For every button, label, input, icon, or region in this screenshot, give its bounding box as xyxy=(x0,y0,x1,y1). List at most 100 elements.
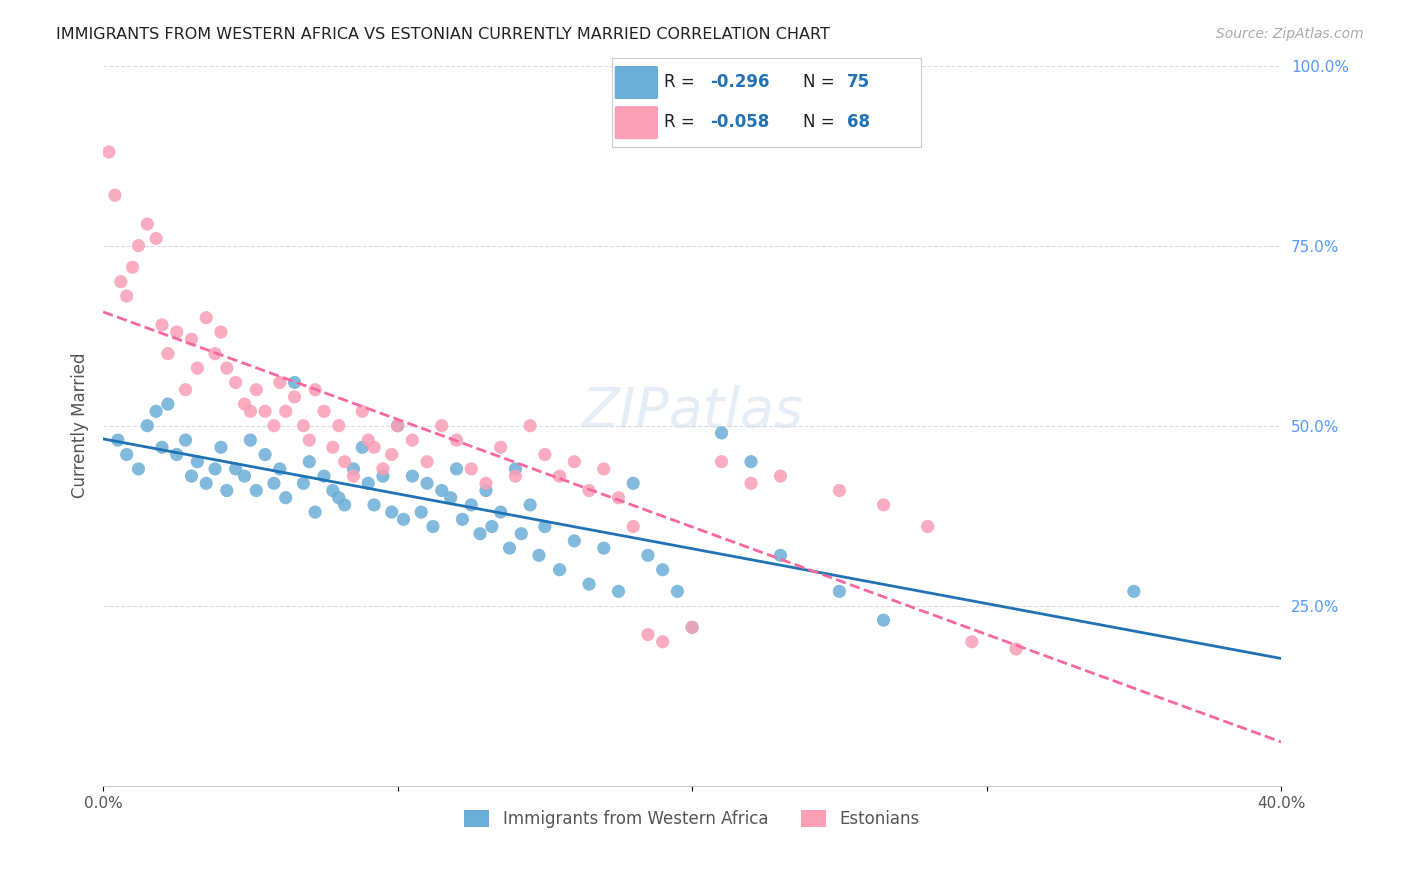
Point xyxy=(460,462,482,476)
Point xyxy=(98,145,121,159)
Point xyxy=(304,383,326,397)
Point xyxy=(475,476,498,491)
Point xyxy=(186,361,208,376)
Point xyxy=(519,418,541,433)
Point xyxy=(562,455,585,469)
Text: R =: R = xyxy=(664,113,700,131)
Point xyxy=(446,433,468,447)
Point xyxy=(666,584,689,599)
Point xyxy=(527,549,550,563)
Point xyxy=(681,620,703,634)
FancyBboxPatch shape xyxy=(614,66,658,99)
Point xyxy=(215,483,238,498)
Point xyxy=(298,433,321,447)
Point xyxy=(430,483,453,498)
Point xyxy=(422,519,444,533)
Point xyxy=(298,455,321,469)
Point xyxy=(578,483,600,498)
Point xyxy=(136,217,159,231)
Point xyxy=(239,433,262,447)
Point xyxy=(637,627,659,641)
Point xyxy=(651,634,673,648)
Point xyxy=(245,483,267,498)
Point xyxy=(357,433,380,447)
Point xyxy=(1122,584,1144,599)
Point xyxy=(562,533,585,548)
Point xyxy=(186,455,208,469)
Point xyxy=(195,476,218,491)
Point xyxy=(416,476,439,491)
Point xyxy=(468,526,491,541)
Point xyxy=(621,519,644,533)
Point xyxy=(292,476,315,491)
Point xyxy=(104,188,127,202)
Point xyxy=(274,491,297,505)
Text: -0.058: -0.058 xyxy=(710,113,770,131)
FancyBboxPatch shape xyxy=(614,106,658,139)
Point xyxy=(245,383,267,397)
Point xyxy=(381,448,404,462)
Text: 68: 68 xyxy=(846,113,870,131)
Point xyxy=(357,476,380,491)
Point xyxy=(371,462,394,476)
Point xyxy=(481,519,503,533)
Point xyxy=(411,505,433,519)
Point xyxy=(352,440,374,454)
Point xyxy=(150,440,173,454)
Point xyxy=(917,519,939,533)
Point xyxy=(127,238,149,252)
Point xyxy=(312,469,335,483)
Point xyxy=(333,498,356,512)
Point xyxy=(548,469,571,483)
Point xyxy=(204,462,226,476)
Point xyxy=(333,455,356,469)
Point xyxy=(607,584,630,599)
Point xyxy=(225,462,247,476)
Point xyxy=(115,289,138,303)
Point xyxy=(254,404,277,418)
Point xyxy=(209,440,232,454)
Text: N =: N = xyxy=(803,113,841,131)
Point xyxy=(592,541,614,555)
Point xyxy=(519,498,541,512)
Point xyxy=(145,231,167,245)
Point xyxy=(328,418,350,433)
Point xyxy=(498,541,520,555)
Point xyxy=(371,469,394,483)
Point xyxy=(322,483,344,498)
Point xyxy=(269,376,291,390)
Point xyxy=(312,404,335,418)
Point xyxy=(209,325,232,339)
Text: ZIPatlas: ZIPatlas xyxy=(581,384,803,438)
Point xyxy=(960,634,983,648)
Point xyxy=(274,404,297,418)
Point xyxy=(416,455,439,469)
Point xyxy=(510,526,533,541)
Point xyxy=(430,418,453,433)
Point xyxy=(195,310,218,325)
Point xyxy=(392,512,415,526)
Point xyxy=(578,577,600,591)
Point xyxy=(489,505,512,519)
Point xyxy=(446,462,468,476)
Text: R =: R = xyxy=(664,73,700,91)
Point xyxy=(283,390,305,404)
Point xyxy=(681,620,703,634)
Point xyxy=(174,433,197,447)
Point xyxy=(254,448,277,462)
Point xyxy=(180,469,202,483)
Point xyxy=(150,318,173,332)
Point xyxy=(548,563,571,577)
Point xyxy=(828,584,851,599)
Point xyxy=(505,462,527,476)
Point xyxy=(127,462,149,476)
Point xyxy=(740,476,762,491)
Point xyxy=(269,462,291,476)
Point xyxy=(239,404,262,418)
Text: Source: ZipAtlas.com: Source: ZipAtlas.com xyxy=(1216,27,1364,41)
Point xyxy=(352,404,374,418)
Point xyxy=(1005,642,1028,657)
Point xyxy=(363,498,385,512)
Point xyxy=(534,519,557,533)
Point xyxy=(828,483,851,498)
